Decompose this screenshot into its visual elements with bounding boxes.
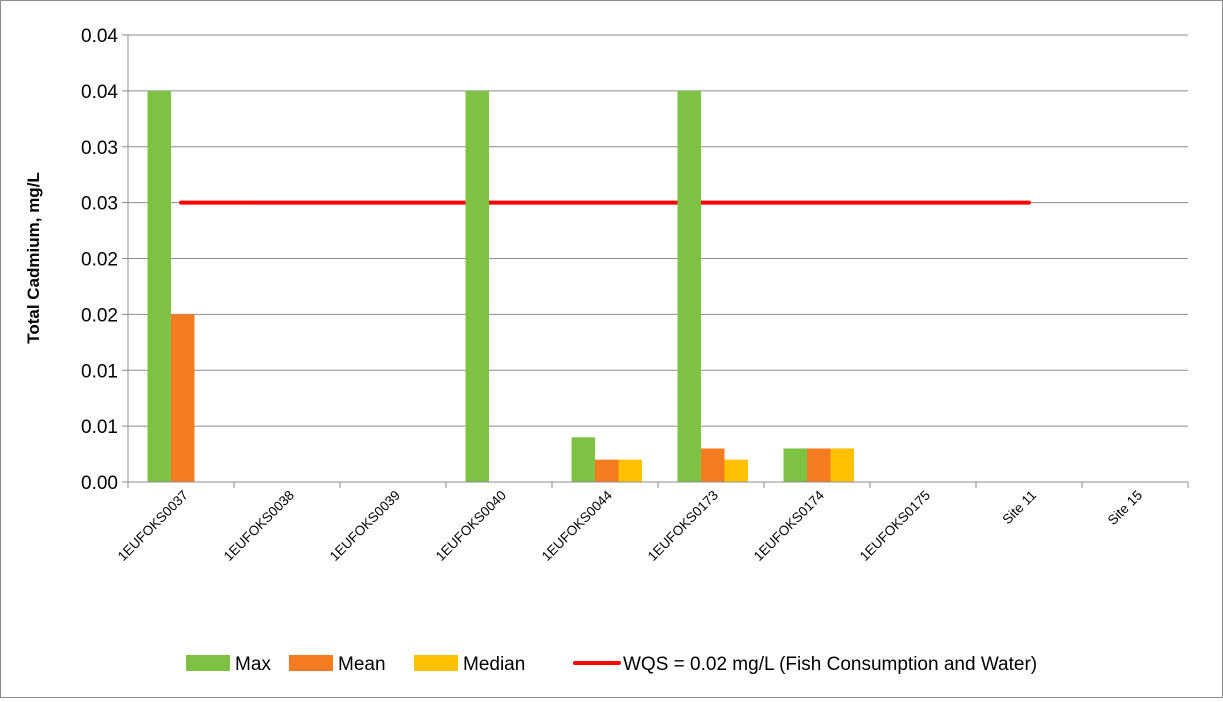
x-tick-label: Site 11 [1000,488,1040,528]
y-tick-label: 0.02 [81,305,118,326]
y-tick-label: 0.02 [81,250,118,271]
x-tick-label: 1EUFOKS0037 [115,488,191,564]
legend-item-wqs: WQS = 0.02 mg/L (Fish Consumption and Wa… [573,654,1037,675]
x-tick-label: 1EUFOKS0044 [539,487,616,564]
bar-mean-1eufoks0173 [701,448,725,482]
legend-label: Mean [338,654,386,675]
bar-max-1eufoks0040 [465,90,489,482]
bar-max-1eufoks0044 [571,437,595,482]
x-tick-label: Site 15 [1105,488,1145,528]
bars [147,90,854,482]
y-tick-label: 0.04 [81,26,118,47]
legend-item-median: Median [414,654,525,675]
x-tick-label: 1EUFOKS0039 [327,488,403,564]
y-tick-label: 0.00 [81,473,118,494]
x-axis-tick-labels: 1EUFOKS0037 1EUFOKS0038 1EUFOKS0039 1EUFOKS… [115,487,1145,564]
bar-mean-1eufoks0174 [807,448,831,482]
bar-median-1eufoks0173 [724,459,748,482]
y-tick-label: 0.01 [81,361,118,382]
bar-mean-1eufoks0044 [595,459,619,482]
x-tick-label: 1EUFOKS0038 [221,488,297,564]
legend-label: WQS = 0.02 mg/L (Fish Consumption and Wa… [623,654,1037,675]
legend-item-max: Max [186,654,271,675]
x-tick-label: 1EUFOKS0175 [857,488,933,564]
y-tick-label: 0.04 [81,82,118,103]
legend-label: Max [235,654,271,675]
bar-max-1eufoks0174 [783,448,807,482]
legend: Max Mean Median WQS = 0.02 mg/L (Fish Consu… [186,654,1037,675]
legend-item-mean: Mean [289,654,386,675]
legend-swatch [186,655,230,671]
bar-median-1eufoks0044 [618,459,642,482]
gridlines [128,34,1188,427]
x-tick-label: 1EUFOKS0040 [433,488,509,564]
bar-median-1eufoks0174 [830,448,854,482]
legend-swatch [414,655,458,671]
y-tick-label: 0.03 [81,138,118,159]
y-tick-label: 0.03 [81,194,118,215]
legend-swatch [289,655,333,671]
bar-max-1eufoks0037 [147,90,171,482]
bar-mean-1eufoks0037 [171,314,195,482]
x-tick-label: 1EUFOKS0173 [645,488,721,564]
x-tick-label: 1EUFOKS0174 [751,487,828,564]
bar-max-1eufoks0173 [677,90,701,482]
y-axis-tick-labels: 0.00 0.01 0.01 0.02 0.02 0.03 0.03 0.04 0.04 [81,26,118,494]
y-tick-label: 0.01 [81,417,118,438]
y-axis-label: Total Cadmium, mg/L [24,172,43,344]
legend-label: Median [463,654,525,675]
axes [122,34,1189,488]
